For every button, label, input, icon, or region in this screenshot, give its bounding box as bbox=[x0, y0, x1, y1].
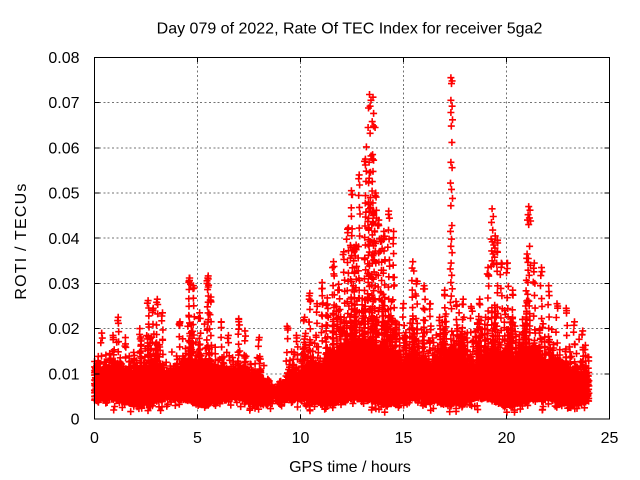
svg-text:0.08: 0.08 bbox=[48, 50, 79, 67]
svg-text:ROTI / TECUs: ROTI / TECUs bbox=[13, 182, 30, 299]
svg-text:0.02: 0.02 bbox=[48, 321, 79, 338]
svg-text:10: 10 bbox=[292, 430, 310, 447]
svg-text:GPS time / hours: GPS time / hours bbox=[289, 459, 411, 476]
svg-text:0.01: 0.01 bbox=[48, 366, 79, 383]
svg-text:20: 20 bbox=[498, 430, 516, 447]
svg-text:5: 5 bbox=[193, 430, 202, 447]
svg-text:0: 0 bbox=[90, 430, 99, 447]
svg-text:Day 079 of 2022, Rate Of TEC I: Day 079 of 2022, Rate Of TEC Index for r… bbox=[157, 21, 543, 38]
svg-text:0.03: 0.03 bbox=[48, 276, 79, 293]
svg-text:0.05: 0.05 bbox=[48, 186, 79, 203]
svg-text:15: 15 bbox=[395, 430, 413, 447]
svg-text:25: 25 bbox=[601, 430, 619, 447]
svg-text:0: 0 bbox=[71, 412, 80, 429]
svg-text:0.04: 0.04 bbox=[48, 231, 79, 248]
svg-text:0.06: 0.06 bbox=[48, 140, 79, 157]
svg-text:0.07: 0.07 bbox=[48, 95, 79, 112]
